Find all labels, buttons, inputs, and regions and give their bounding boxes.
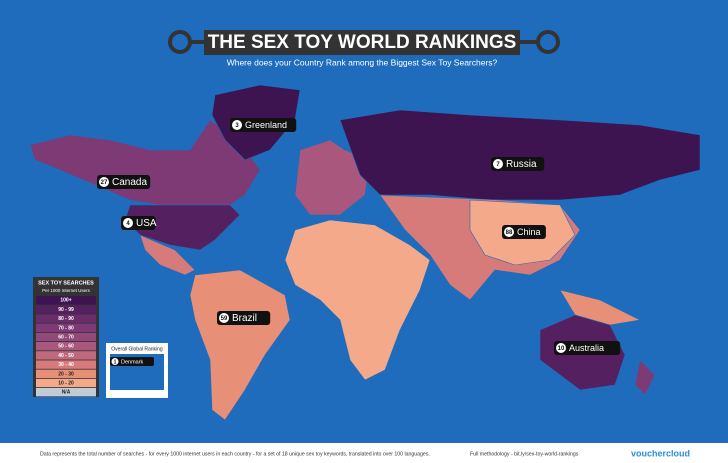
rank-circle	[232, 120, 242, 130]
key-rank-circle	[111, 358, 119, 365]
rank-circle	[99, 177, 109, 187]
legend-swatch	[36, 342, 96, 351]
country-name: Australia	[569, 343, 604, 353]
legend-swatch	[36, 388, 96, 397]
rank-circle	[504, 227, 514, 237]
key-caption: Country	[128, 391, 146, 397]
legend-label: 20 - 30	[58, 371, 74, 377]
legend-title: SEX TOY SEARCHES	[38, 280, 94, 286]
country-rank: 59	[221, 316, 228, 322]
legend-label: 100+	[60, 298, 71, 304]
country-name: Brazil	[232, 313, 257, 324]
legend-label: 80 - 90	[58, 316, 74, 322]
legend-swatch	[36, 314, 96, 323]
legend-label: 30 - 40	[58, 362, 74, 368]
legend-swatch	[36, 369, 96, 378]
footer-methodology: Full methodology - bit.ly/sex-toy-world-…	[470, 451, 579, 457]
rank-circle	[556, 343, 566, 353]
legend-label: 40 - 50	[58, 353, 74, 359]
legend-label: N/A	[62, 390, 71, 396]
country-pill	[217, 311, 271, 325]
legend-swatch	[36, 296, 96, 305]
country-rank: 7	[496, 162, 500, 168]
legend-label: 10 - 20	[58, 381, 74, 387]
key-rank: 1	[114, 359, 117, 365]
legend-swatch	[36, 360, 96, 369]
title: THE SEX TOY WORLD RANKINGS	[208, 32, 517, 53]
country-name: USA	[136, 218, 157, 229]
country-rank: 27	[101, 180, 108, 186]
country-pill	[491, 157, 545, 171]
key-title: Overall Global Ranking	[111, 346, 163, 352]
legend-label: 60 - 70	[58, 335, 74, 341]
legend-label: 70 - 80	[58, 325, 74, 331]
footer-bar	[0, 443, 728, 463]
rank-circle	[219, 313, 229, 323]
country-rank: 88	[506, 230, 513, 236]
footer-note: Data represents the total number of sear…	[40, 451, 430, 457]
legend-label: 90 - 99	[58, 307, 74, 313]
legend-swatch	[36, 323, 96, 332]
rank-circle	[123, 218, 133, 228]
key-country: Denmark	[121, 359, 144, 365]
country-pill	[554, 341, 621, 355]
country-rank: 4	[126, 221, 130, 227]
country-name: Canada	[112, 177, 147, 188]
subtitle: Where does your Country Rank among the B…	[227, 57, 498, 67]
country-pill	[230, 118, 297, 132]
title-banner	[204, 30, 520, 55]
legend-swatch	[36, 351, 96, 360]
legend-subtitle: Per 1000 Internet Users	[42, 288, 91, 293]
country-name: Russia	[506, 159, 537, 170]
legend-label: 50 - 60	[58, 344, 74, 350]
country-rank: 10	[558, 346, 565, 352]
country-rank: 3	[235, 123, 239, 129]
country-name: Greenland	[245, 120, 287, 130]
handcuffs	[168, 30, 560, 54]
country-pill	[502, 225, 546, 239]
legend-swatch	[36, 305, 96, 314]
brand: vouchercloud	[631, 448, 690, 458]
legend-swatch	[36, 378, 96, 388]
country-pill	[97, 175, 151, 189]
rank-circle	[493, 159, 503, 169]
key-pill	[110, 357, 154, 366]
country-name: China	[517, 227, 541, 237]
legend-swatch	[36, 332, 96, 342]
